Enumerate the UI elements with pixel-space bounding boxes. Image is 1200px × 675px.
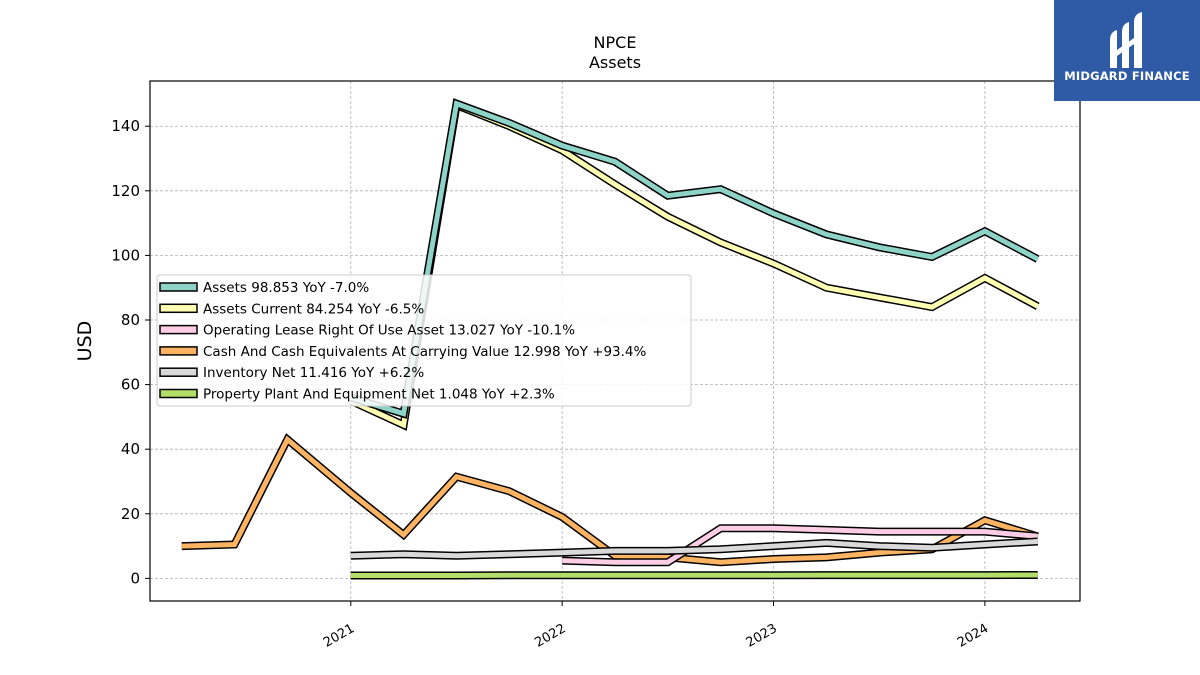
y-tick-label: 100 [111, 246, 140, 264]
y-axis-label: USD [74, 321, 96, 362]
series-assets [349, 98, 1040, 419]
legend-swatch [159, 367, 198, 377]
y-tick-label: 140 [111, 117, 140, 135]
y-tick-label: 60 [121, 376, 140, 394]
legend-entry: Operating Lease Right Of Use Asset 13.02… [203, 323, 575, 339]
logo-mark-icon [1110, 12, 1142, 68]
legend-swatch [159, 388, 198, 399]
legend-entry: Cash And Cash Equivalents At Carrying Va… [203, 344, 647, 360]
legend-entry: Assets 98.853 YoY -7.0% [203, 280, 369, 296]
midgard-finance-logo: MIDGARD FINANCE [1054, 0, 1200, 101]
legend-box [156, 274, 692, 407]
y-tick-label: 80 [121, 311, 140, 329]
series-line [181, 435, 1039, 565]
series-property-plant-and-equipment-net [350, 571, 1038, 580]
legend-swatch [159, 282, 198, 292]
x-tick-label: 2024 [955, 621, 991, 651]
y-tick-label: 40 [121, 440, 140, 458]
series-inventory-net [350, 537, 1038, 560]
series-line [562, 525, 1038, 565]
series-line [350, 100, 1039, 417]
y-tick-label: 120 [111, 182, 140, 200]
chart-subtitle: Assets [589, 53, 641, 72]
chart-title: NPCE [594, 33, 637, 52]
series-operating-lease-right-of-use-asset [562, 524, 1039, 567]
legend-entry: Property Plant And Equipment Net 1.048 Y… [203, 387, 555, 403]
legend-swatch [159, 346, 198, 356]
logo-text: MIDGARD FINANCE [1064, 69, 1190, 83]
x-tick-label: 2022 [532, 621, 568, 651]
y-tick-label: 0 [130, 569, 140, 587]
legend-entry: Assets Current 84.254 YoY -6.5% [203, 301, 424, 317]
legend: Assets 98.853 YoY -7.0% Assets Current 84… [156, 274, 692, 407]
series-line [350, 572, 1038, 578]
y-tick-label: 20 [121, 505, 140, 523]
legend-entry: Inventory Net 11.416 YoY +6.2% [203, 365, 424, 381]
legend-swatch [159, 303, 198, 314]
legend-swatch [159, 324, 198, 335]
series-layer [181, 98, 1040, 580]
x-tick-label: 2023 [744, 621, 780, 651]
x-tick-label: 2021 [321, 621, 357, 651]
plot-frame [149, 80, 1081, 602]
series-cash-and-cash-equivalents-at-carrying-value [181, 433, 1039, 567]
series-line [350, 539, 1038, 559]
